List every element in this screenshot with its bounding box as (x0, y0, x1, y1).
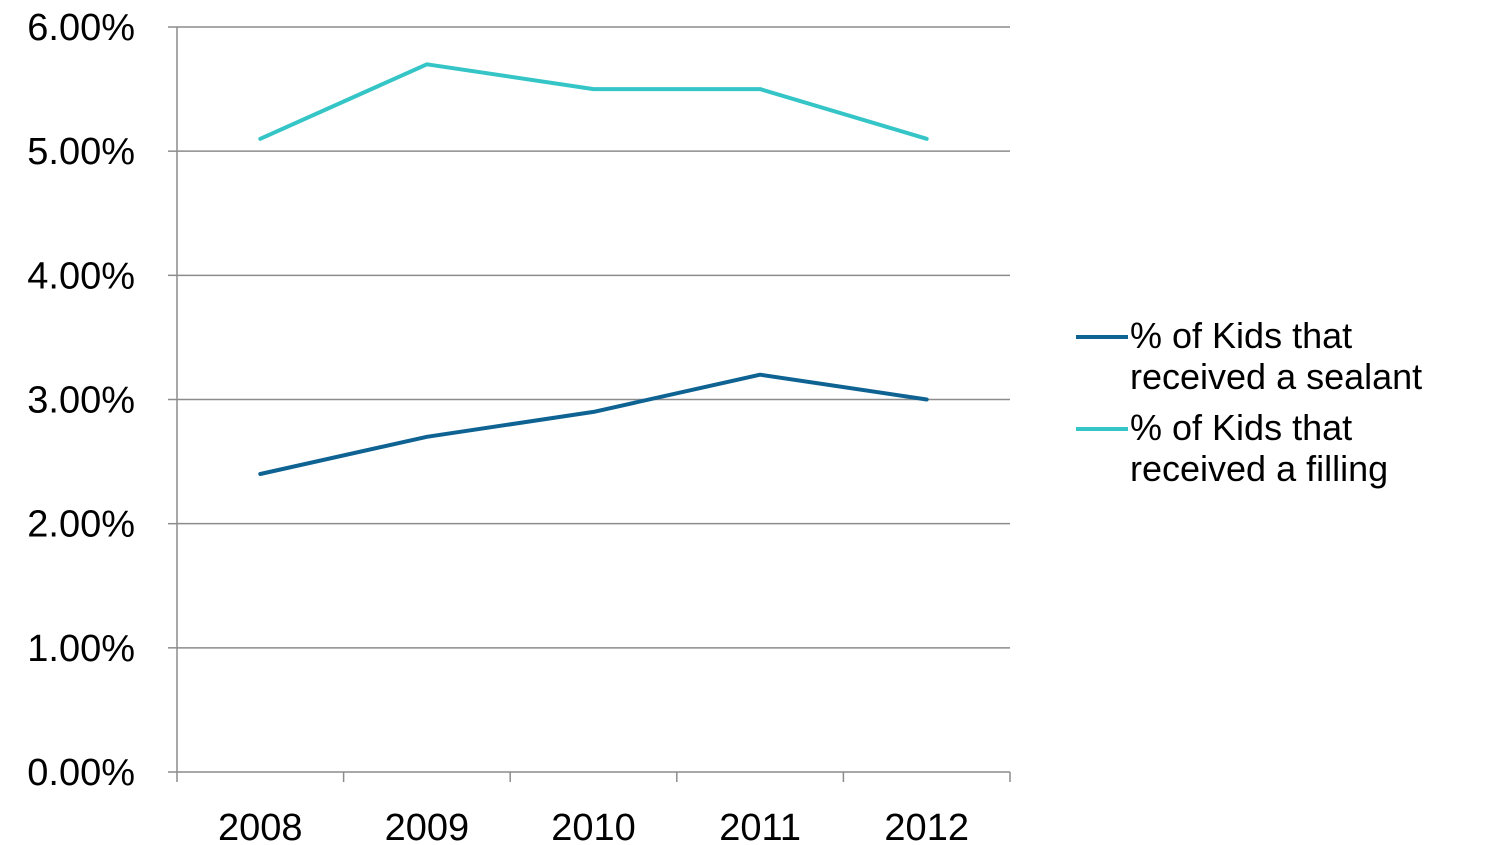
legend-swatch-filling (1076, 427, 1128, 431)
y-tick-label: 1.00% (27, 628, 135, 670)
y-tick-label: 0.00% (27, 752, 135, 794)
x-axis-tick-labels: 2008 2009 2010 2011 2012 (218, 807, 969, 845)
series-lines (260, 64, 926, 474)
x-tick-label: 2010 (551, 807, 636, 845)
x-tick-label: 2008 (218, 807, 303, 845)
axes (168, 27, 1010, 782)
series-line-filling (260, 64, 926, 139)
legend-label-sealant: % of Kids that received a sealant (1130, 315, 1480, 397)
legend: % of Kids that received a sealant % of K… (1076, 315, 1476, 499)
y-axis-tick-labels: 0.00% 1.00% 2.00% 3.00% 4.00% 5.00% 6.00% (27, 7, 135, 794)
x-tick-label: 2011 (719, 807, 801, 845)
x-tick-label: 2009 (385, 807, 470, 845)
legend-item-filling: % of Kids that received a filling (1076, 407, 1476, 489)
y-tick-label: 6.00% (27, 7, 135, 49)
y-tick-label: 3.00% (27, 380, 135, 422)
y-tick-label: 4.00% (27, 255, 135, 297)
x-tick-label: 2012 (884, 807, 969, 845)
legend-swatch-sealant (1076, 335, 1128, 339)
legend-label-filling: % of Kids that received a filling (1130, 407, 1480, 489)
y-tick-label: 5.00% (27, 131, 135, 173)
y-tick-label: 2.00% (27, 504, 135, 546)
series-line-sealant (260, 375, 926, 474)
legend-item-sealant: % of Kids that received a sealant (1076, 315, 1476, 397)
